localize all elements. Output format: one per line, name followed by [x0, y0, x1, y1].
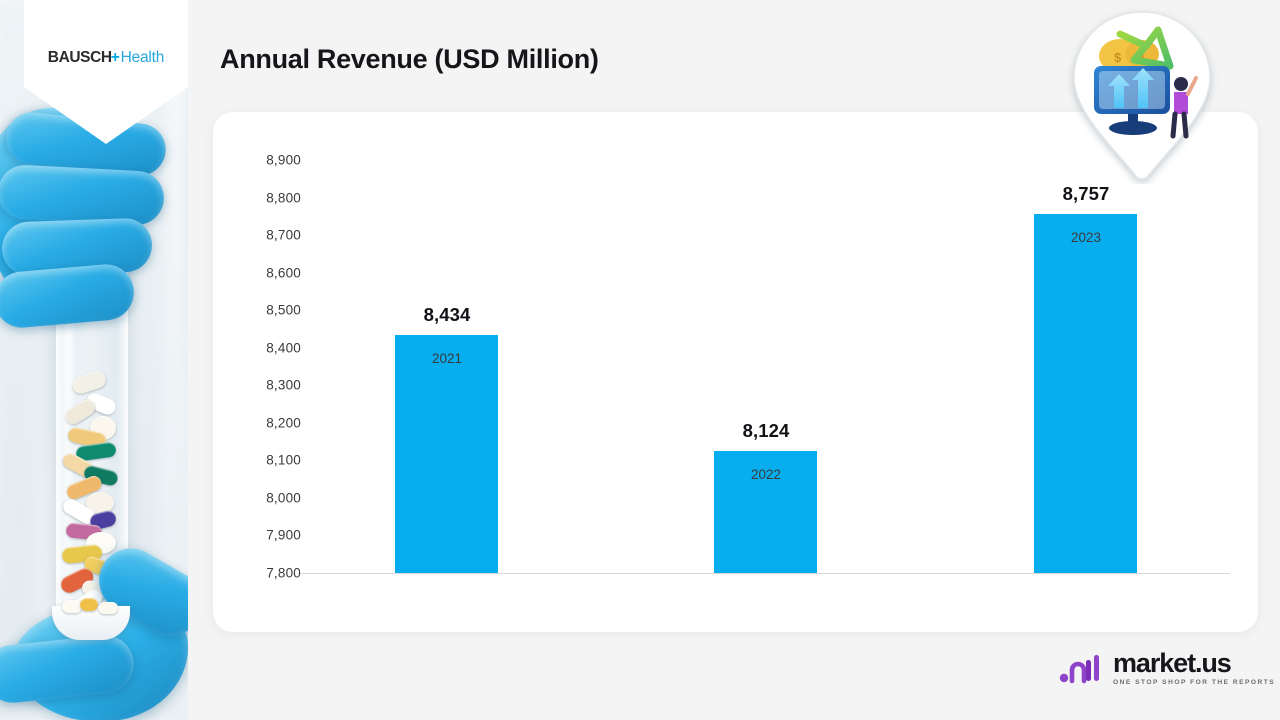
- x-axis-category-label: 2023: [1070, 229, 1102, 245]
- y-axis-tick-label: 8,200: [266, 415, 301, 431]
- bar-2022[interactable]: [714, 451, 817, 573]
- marketus-wordmark: market.us: [1113, 650, 1275, 677]
- page-title: Annual Revenue (USD Million): [220, 44, 599, 74]
- background-pane: [0, 0, 40, 720]
- bar-value-label: 8,757: [1062, 182, 1110, 204]
- wordmark-dot: .: [1194, 648, 1203, 678]
- marketus-text: market.us ONE STOP SHOP FOR THE REPORTS: [1113, 650, 1275, 687]
- map-pin-badge: $ $: [1062, 8, 1222, 184]
- y-axis-tick-label: 8,500: [266, 302, 301, 318]
- x-axis-category-label: 2021: [431, 350, 463, 366]
- bar-chart: 8,900 8,800 8,700 8,600 8,500 8,400 8,300 8,200…: [213, 112, 1258, 632]
- brand-plus-icon: +: [110, 49, 120, 66]
- bar-value-label: 8,434: [423, 303, 471, 325]
- marketus-mark-icon: [1059, 655, 1099, 684]
- chart-card: 8,900 8,800 8,700 8,600 8,500 8,400 8,300 8,200…: [213, 112, 1258, 632]
- y-axis-tick-label: 8,800: [266, 190, 301, 206]
- wordmark-market: market: [1113, 648, 1196, 678]
- y-axis-tick-label: 8,600: [266, 265, 301, 281]
- y-axis-tick-label: 7,900: [266, 527, 301, 543]
- glove-finger: [0, 163, 166, 227]
- svg-text:$: $: [1114, 50, 1122, 65]
- glass-highlight: [64, 168, 73, 638]
- sidebar-image-panel: BAUSCH+Health: [0, 0, 188, 720]
- bar-2021[interactable]: [395, 334, 498, 573]
- brand-name-light: Health: [120, 49, 165, 66]
- bausch-health-logo: BAUSCH+Health: [24, 49, 188, 67]
- y-axis-tick-label: 8,100: [266, 452, 301, 468]
- y-axis-tick-label: 8,400: [266, 340, 301, 356]
- wordmark-us: us: [1201, 648, 1231, 678]
- axis-baseline: [301, 573, 1230, 574]
- y-axis-tick-label: 8,900: [266, 152, 301, 168]
- marketus-logo: market.us ONE STOP SHOP FOR THE REPORTS: [1058, 650, 1275, 687]
- y-axis: 8,900 8,800 8,700 8,600 8,500 8,400 8,300 8,200…: [223, 112, 301, 632]
- x-axis-category-label: 2022: [750, 467, 782, 483]
- brand-name-bold: BAUSCH: [47, 49, 112, 66]
- y-axis-tick-label: 8,000: [266, 490, 301, 506]
- y-axis-tick-label: 8,300: [266, 377, 301, 393]
- bar-2023[interactable]: [1034, 213, 1137, 573]
- y-axis-tick-label: 7,800: [266, 565, 301, 581]
- y-axis-tick-label: 8,700: [266, 227, 301, 243]
- marketus-tagline: ONE STOP SHOP FOR THE REPORTS: [1113, 679, 1276, 686]
- bar-value-label: 8,124: [742, 420, 790, 442]
